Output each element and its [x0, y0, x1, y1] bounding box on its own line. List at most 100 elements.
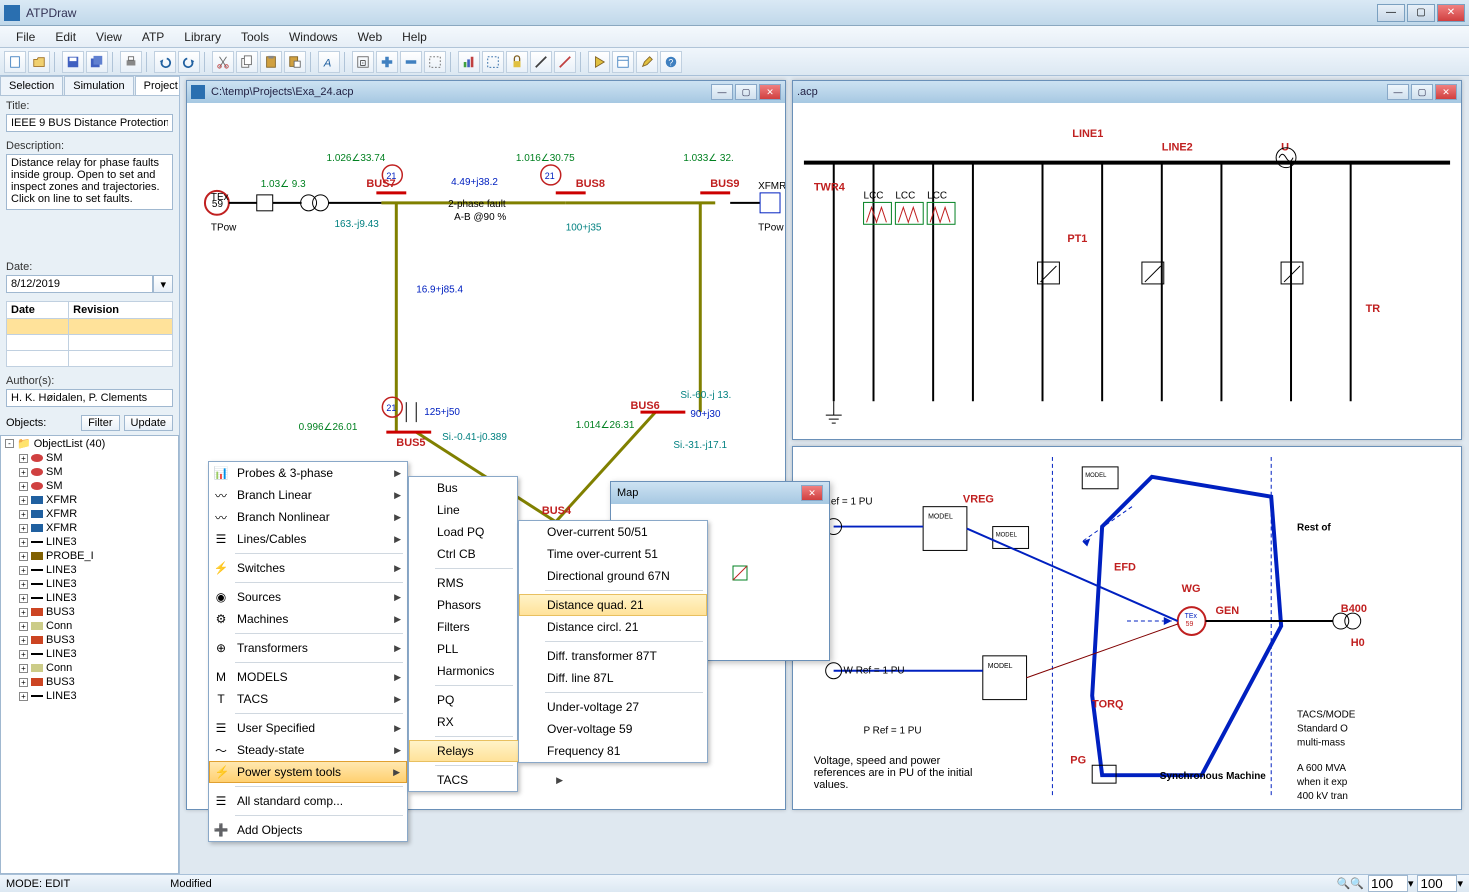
zoom-icon[interactable]: 🔍 [1350, 877, 1364, 890]
sidebar-tab-selection[interactable]: Selection [0, 76, 63, 95]
update-button[interactable]: Update [124, 415, 173, 431]
ctx-item-steady-state[interactable]: 〜Steady-state▶ [209, 739, 407, 761]
new-button[interactable] [4, 51, 26, 73]
ctx-item-models[interactable]: MMODELS▶ [209, 666, 407, 688]
doc2-canvas[interactable]: LINE1 LINE2 U TWR4 PT1 TR LCC LCC LCC [793, 103, 1461, 439]
revision-table[interactable]: DateRevision [6, 301, 173, 367]
filter-button[interactable]: Filter [81, 415, 119, 431]
zoom-sel-button[interactable] [424, 51, 446, 73]
doc1-maximize-button[interactable]: ▢ [735, 84, 757, 100]
tree-item-sm[interactable]: +SM [1, 451, 178, 465]
menu-windows[interactable]: Windows [279, 28, 348, 46]
tree-item-bus3[interactable]: +BUS3 [1, 605, 178, 619]
ctx-item-distance-quad-21[interactable]: Distance quad. 21 [519, 594, 707, 616]
ctx-item-frequency-81[interactable]: Frequency 81 [519, 740, 707, 762]
tree-item-sm[interactable]: +SM [1, 479, 178, 493]
ctx-item-diff-transformer-87t[interactable]: Diff. transformer 87T [519, 645, 707, 667]
zoom1-dropdown[interactable]: ▾ [1408, 877, 1414, 890]
tree-item-bus3[interactable]: +BUS3 [1, 633, 178, 647]
zoom2-dropdown[interactable]: ▾ [1457, 877, 1463, 890]
tree-item-xfmr[interactable]: +XFMR [1, 521, 178, 535]
tree-root[interactable]: - 📁 ObjectList (40) [1, 436, 178, 451]
lock-button[interactable] [506, 51, 528, 73]
save-button[interactable] [62, 51, 84, 73]
edit-tool-button[interactable] [636, 51, 658, 73]
description-textarea[interactable] [6, 154, 173, 210]
menu-atp[interactable]: ATP [132, 28, 174, 46]
ctx-item-sources[interactable]: ◉Sources▶ [209, 586, 407, 608]
tree-item-line3[interactable]: +LINE3 [1, 647, 178, 661]
ctx-item-distance-circl-21[interactable]: Distance circl. 21 [519, 616, 707, 638]
date-dropdown-button[interactable]: ▾ [153, 275, 173, 293]
tree-item-probe_i[interactable]: +PROBE_I [1, 549, 178, 563]
rev-row-selected[interactable] [7, 319, 173, 335]
tree-item-line3[interactable]: +LINE3 [1, 591, 178, 605]
rev-col-revision[interactable]: Revision [69, 302, 173, 319]
tree-item-line3[interactable]: +LINE3 [1, 577, 178, 591]
minimize-button[interactable]: — [1377, 4, 1405, 22]
doc3-canvas[interactable]: MODEL MODEL MODEL MODEL TEx59 [793, 447, 1461, 809]
menu-tools[interactable]: Tools [231, 28, 279, 46]
close-button[interactable]: ✕ [1437, 4, 1465, 22]
map-titlebar[interactable]: Map ✕ [611, 482, 829, 504]
view-button[interactable] [612, 51, 634, 73]
rev-row[interactable] [7, 335, 173, 351]
redo-button[interactable] [178, 51, 200, 73]
paste2-button[interactable] [284, 51, 306, 73]
title-input[interactable] [6, 114, 173, 132]
copy-button[interactable] [236, 51, 258, 73]
ctx-item-under-voltage-27[interactable]: Under-voltage 27 [519, 696, 707, 718]
ctx-item-lines-cables[interactable]: ☰Lines/Cables▶ [209, 528, 407, 550]
doc1-minimize-button[interactable]: — [711, 84, 733, 100]
tree-item-bus3[interactable]: +BUS3 [1, 675, 178, 689]
ctx-item-tacs[interactable]: TACS▶ [409, 769, 569, 791]
menu-file[interactable]: File [6, 28, 45, 46]
doc1-titlebar[interactable]: C:\temp\Projects\Exa_24.acp — ▢ ✕ [187, 81, 785, 103]
ctx-item-machines[interactable]: ⚙Machines▶ [209, 608, 407, 630]
ctx-item-user-specified[interactable]: ☰User Specified▶ [209, 717, 407, 739]
ctx-item-time-over-current-51[interactable]: Time over-current 51 [519, 543, 707, 565]
ctx-item-add-objects[interactable]: ➕Add Objects [209, 819, 407, 841]
ctx-item-transformers[interactable]: ⊕Transformers▶ [209, 637, 407, 659]
paste-button[interactable] [260, 51, 282, 73]
ctx-item-power-system-tools[interactable]: ⚡Power system tools▶ [209, 761, 407, 783]
zoom-fit-button[interactable]: ⊡ [352, 51, 374, 73]
ctx-item-over-voltage-59[interactable]: Over-voltage 59 [519, 718, 707, 740]
rev-col-date[interactable]: Date [7, 302, 69, 319]
tree-item-conn[interactable]: +Conn [1, 619, 178, 633]
tree-item-xfmr[interactable]: +XFMR [1, 493, 178, 507]
ctx-item-tacs[interactable]: TTACS▶ [209, 688, 407, 710]
tree-item-conn[interactable]: +Conn [1, 661, 178, 675]
saveall-button[interactable] [86, 51, 108, 73]
zoom-in-button[interactable] [376, 51, 398, 73]
help-button[interactable]: ? [660, 51, 682, 73]
zoom-out-button[interactable] [400, 51, 422, 73]
tree-item-line3[interactable]: +LINE3 [1, 689, 178, 703]
menu-web[interactable]: Web [348, 28, 392, 46]
map-close-button[interactable]: ✕ [801, 485, 823, 501]
doc2-close-button[interactable]: ✕ [1435, 84, 1457, 100]
chart-button[interactable] [458, 51, 480, 73]
menu-edit[interactable]: Edit [45, 28, 86, 46]
ctx-item-over-current-50-51[interactable]: Over-current 50/51 [519, 521, 707, 543]
rev-row[interactable] [7, 351, 173, 367]
doc2-minimize-button[interactable]: — [1387, 84, 1409, 100]
ctx-item-line[interactable]: Line [409, 499, 569, 521]
doc2-maximize-button[interactable]: ▢ [1411, 84, 1433, 100]
menu-help[interactable]: Help [392, 28, 437, 46]
document-window-3[interactable]: MODEL MODEL MODEL MODEL TEx59 [792, 446, 1462, 810]
ctx-item-bus[interactable]: Bus [409, 477, 569, 499]
menu-library[interactable]: Library [174, 28, 231, 46]
ctx-item-diff-line-87l[interactable]: Diff. line 87L [519, 667, 707, 689]
doc1-close-button[interactable]: ✕ [759, 84, 781, 100]
font-button[interactable]: A [318, 51, 340, 73]
undo-button[interactable] [154, 51, 176, 73]
line-tool2-button[interactable] [554, 51, 576, 73]
ctx-item-directional-ground-67n[interactable]: Directional ground 67N [519, 565, 707, 587]
ctx-item-branch-nonlinear[interactable]: 〰Branch Nonlinear▶ [209, 506, 407, 528]
sidebar-tab-simulation[interactable]: Simulation [64, 76, 133, 95]
menu-view[interactable]: View [86, 28, 132, 46]
tree-item-line3[interactable]: +LINE3 [1, 535, 178, 549]
ctx-item-switches[interactable]: ⚡Switches▶ [209, 557, 407, 579]
date-input[interactable] [6, 275, 153, 293]
